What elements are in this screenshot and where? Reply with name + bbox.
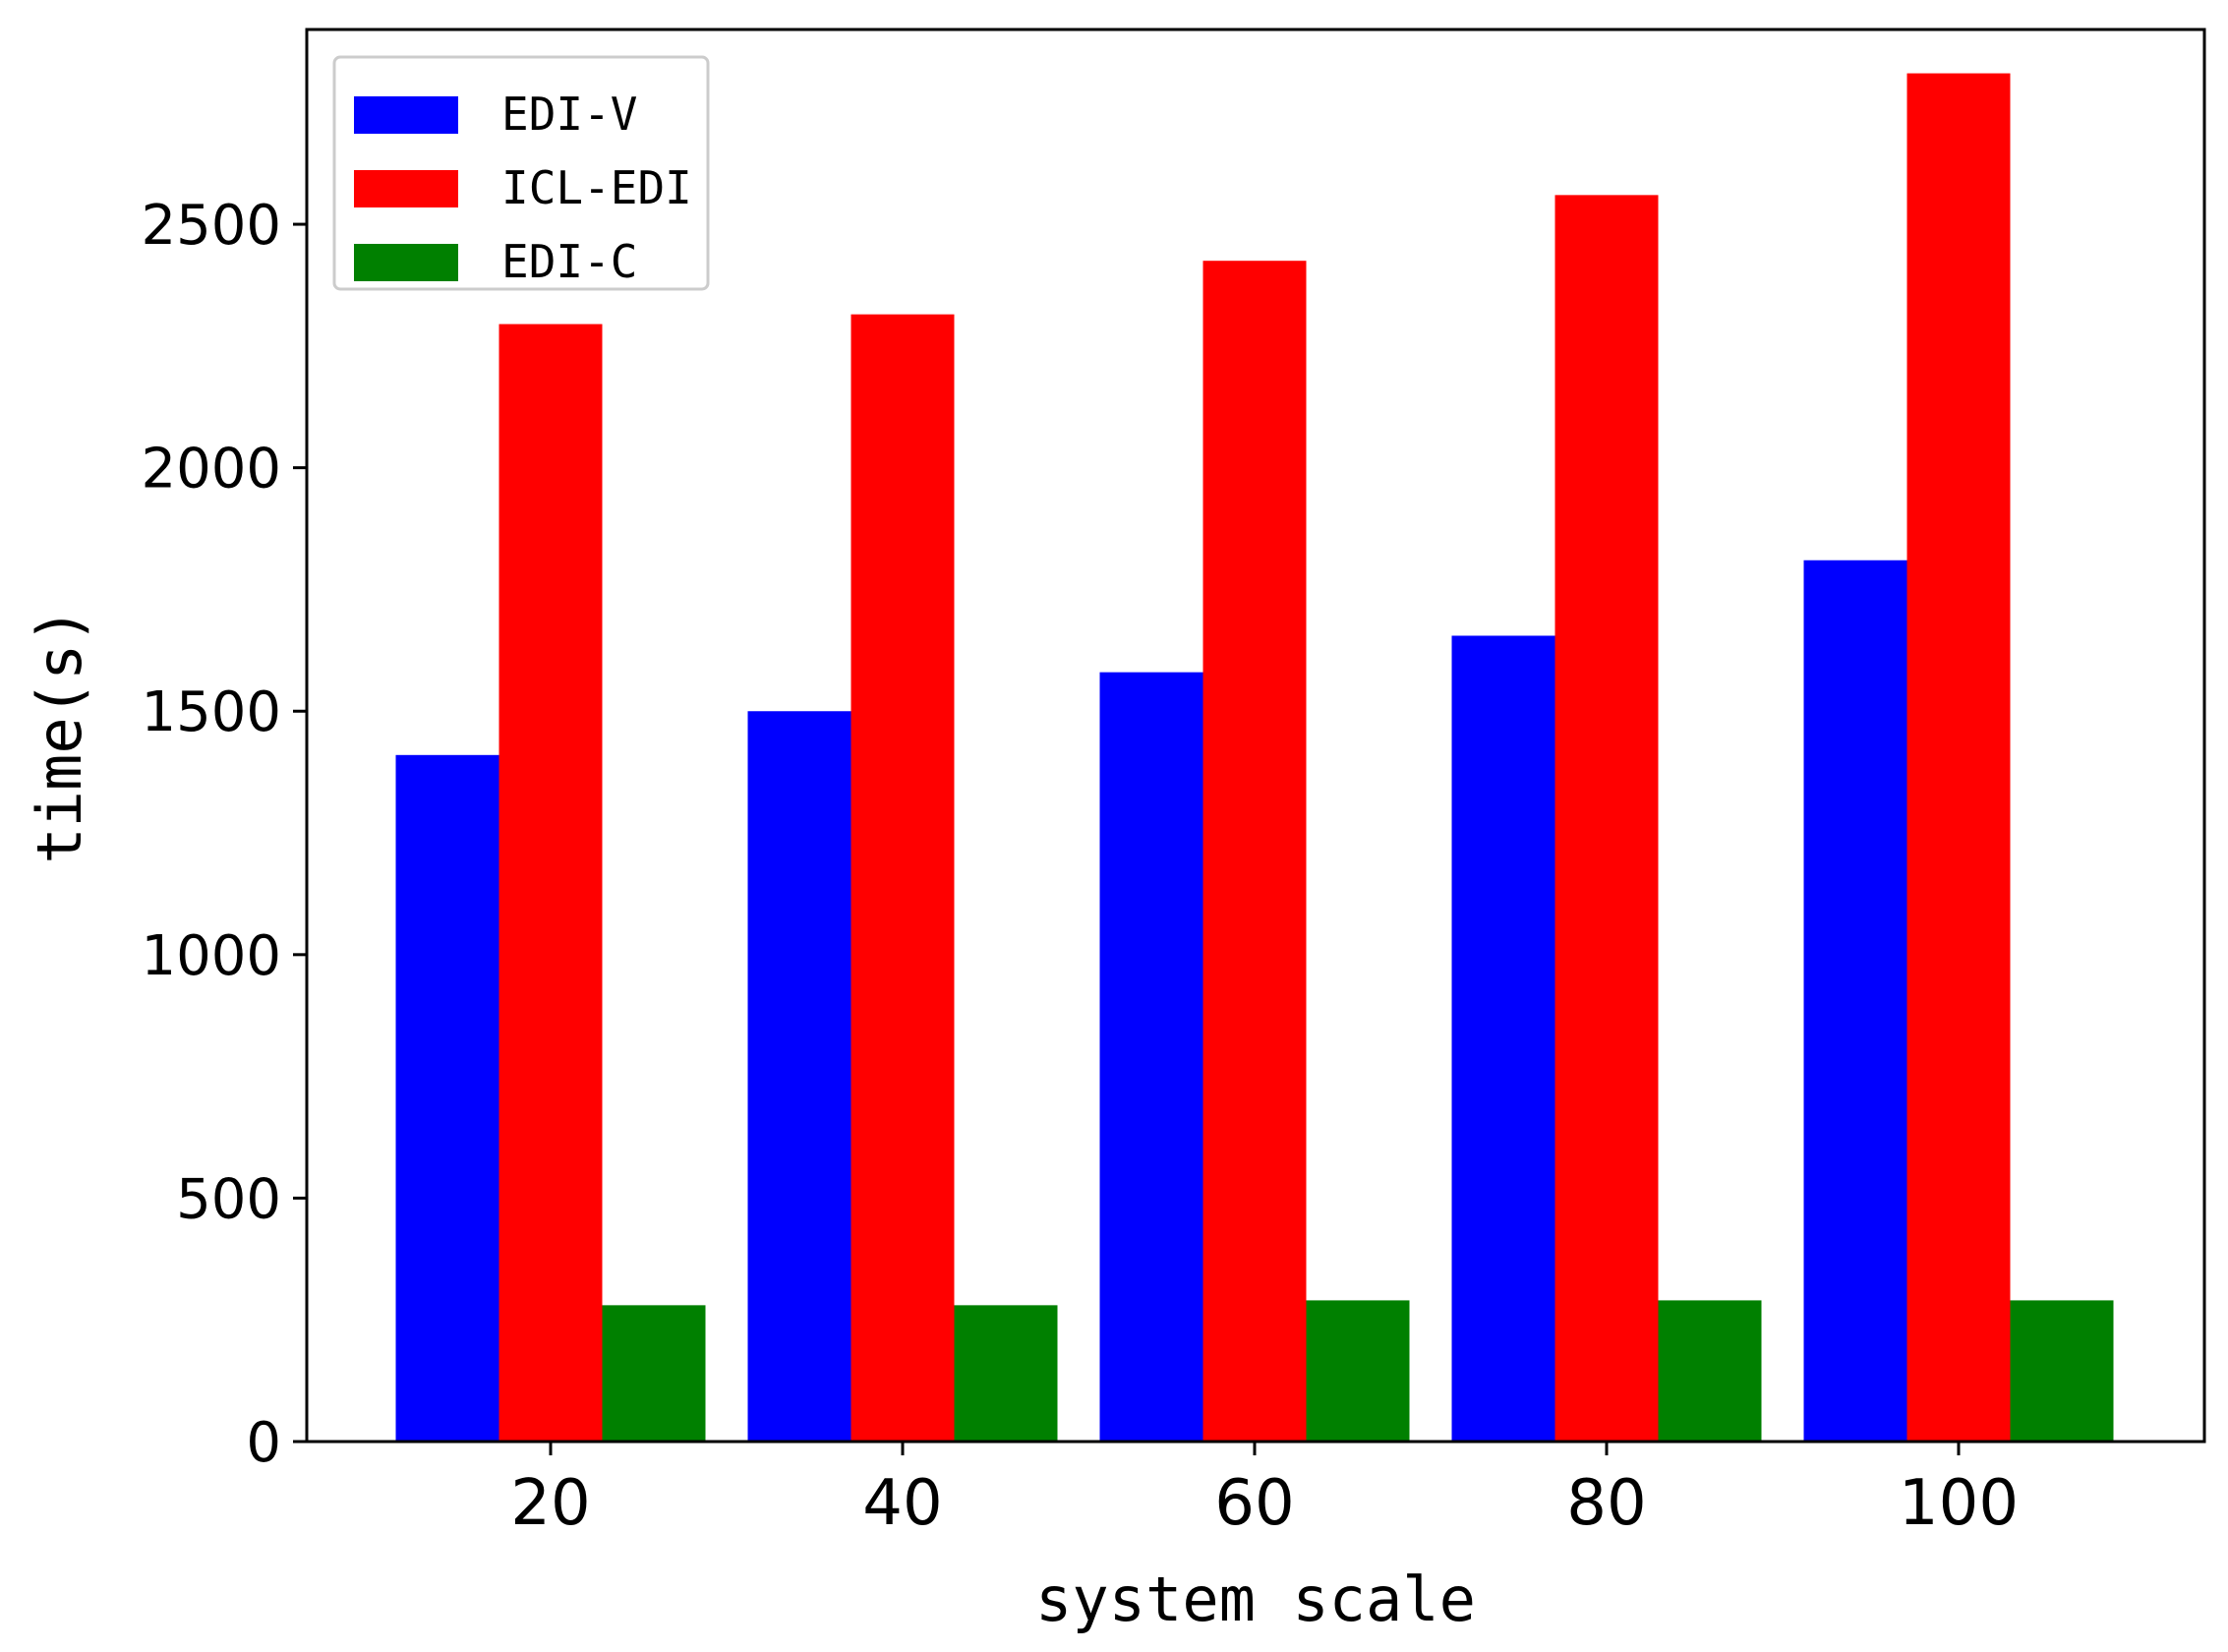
bar-icl-edi-40 [850,314,955,1442]
bar-edi-c-100 [2010,1300,2114,1442]
legend-swatch-edi-v [354,96,458,134]
y-axis: 0 500 1000 1500 2000 2500 [141,194,307,1475]
bar-edi-v-80 [1451,635,1555,1442]
legend-label-icl-edi: ICL-EDI [501,161,692,214]
x-tick-label: 80 [1566,1467,1646,1540]
y-tick-label: 2000 [141,438,281,502]
bar-edi-c-40 [954,1305,1058,1442]
x-tick-label: 100 [1899,1467,2019,1540]
x-axis: 20 40 60 80 100 [510,1442,2019,1540]
x-axis-label: system scale [1035,1564,1476,1635]
bar-icl-edi-100 [1906,73,2011,1442]
bar-edi-v-20 [395,754,499,1442]
bar-icl-edi-80 [1554,195,1659,1442]
x-tick-label: 40 [862,1467,942,1540]
bar-edi-v-60 [1099,672,1203,1442]
y-axis-label: time(s) [24,607,95,863]
y-tick-label: 500 [176,1167,281,1231]
legend-swatch-edi-c [354,244,458,281]
bar-icl-edi-20 [498,324,603,1442]
bars-group [395,73,2114,1442]
x-tick-label: 60 [1214,1467,1294,1540]
bar-icl-edi-60 [1202,261,1307,1442]
bar-edi-v-40 [747,711,851,1442]
y-tick-label: 1000 [141,924,281,988]
legend-swatch-icl-edi [354,170,458,207]
y-tick-label: 2500 [141,194,281,258]
legend-label-edi-c: EDI-C [501,235,637,288]
bar-edi-v-100 [1803,560,1907,1442]
legend: EDI-V ICL-EDI EDI-C [332,55,710,291]
bar-edi-c-60 [1306,1300,1410,1442]
bar-edi-c-20 [602,1305,706,1442]
x-tick-label: 20 [510,1467,590,1540]
y-tick-label: 1500 [141,680,281,744]
legend-label-edi-v: EDI-V [501,88,637,141]
y-tick-label: 0 [246,1411,281,1475]
bar-edi-c-80 [1658,1300,1762,1442]
